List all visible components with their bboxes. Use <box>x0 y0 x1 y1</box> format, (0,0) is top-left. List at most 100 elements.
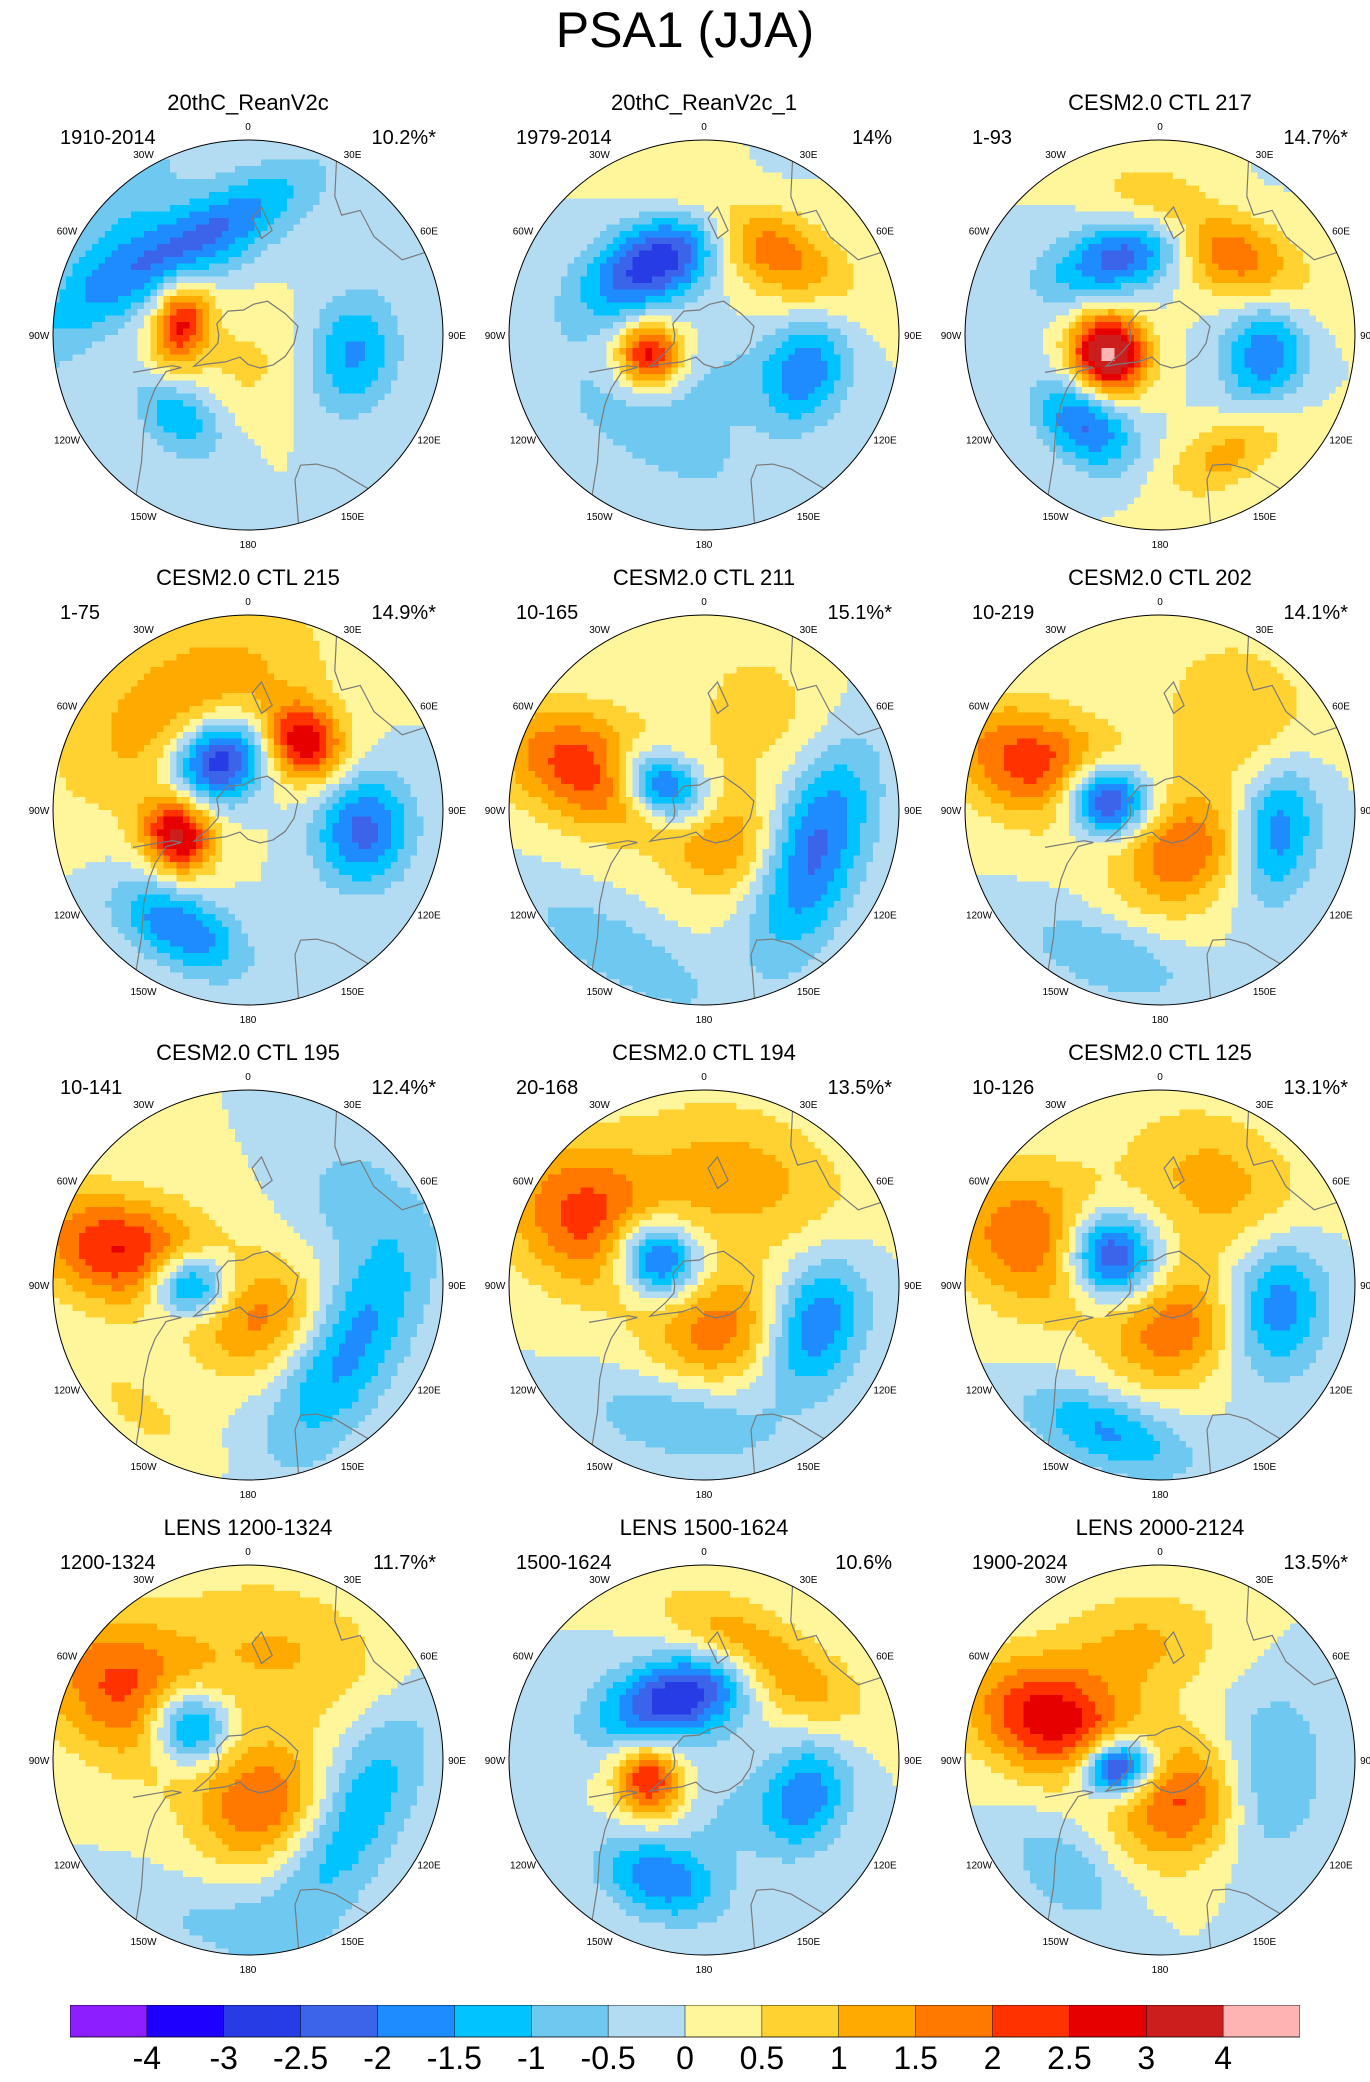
contour-cell <box>267 458 275 466</box>
contour-cell <box>189 452 197 460</box>
contour-cell <box>541 413 549 421</box>
contour-cell <box>248 198 256 206</box>
contour-cell <box>613 471 621 479</box>
contour-cell <box>554 361 562 369</box>
contour-cell <box>397 270 405 278</box>
contour-cell <box>717 192 725 200</box>
contour-cell <box>339 426 347 434</box>
contour-cell <box>410 263 418 271</box>
contour-cell <box>326 380 334 388</box>
contour-cell <box>619 374 627 382</box>
contour-cell <box>105 393 113 401</box>
contour-cell <box>365 198 373 206</box>
contour-cell <box>176 244 184 252</box>
contour-cell <box>548 387 556 395</box>
contour-cell <box>235 465 243 473</box>
contour-cell <box>215 341 223 349</box>
contour-cell <box>600 211 608 219</box>
contour-cell <box>189 432 197 440</box>
contour-cell <box>665 419 673 427</box>
contour-cell <box>280 484 288 492</box>
contour-cell <box>567 393 575 401</box>
contour-cell <box>137 413 145 421</box>
contour-cell <box>124 211 132 219</box>
contour-cell <box>241 374 249 382</box>
contour-cell <box>196 510 204 518</box>
contour-cell <box>717 484 725 492</box>
contour-cell <box>567 406 575 414</box>
contour-cell <box>319 400 327 408</box>
contour-cell <box>593 354 601 362</box>
contour-cell <box>189 354 197 362</box>
contour-cell <box>658 328 666 336</box>
contour-cell <box>202 510 210 518</box>
contour-cell <box>736 478 744 486</box>
contour-cell <box>626 452 634 460</box>
contour-cell <box>678 458 686 466</box>
contour-cell <box>736 328 744 336</box>
contour-cell <box>66 361 74 369</box>
contour-cell <box>235 205 243 213</box>
contour-cell <box>137 335 145 343</box>
contour-cell <box>157 263 165 271</box>
contour-cell <box>652 250 660 258</box>
contour-cell <box>436 341 443 349</box>
contour-cell <box>684 296 692 304</box>
contour-cell <box>150 452 158 460</box>
contour-cell <box>606 341 614 349</box>
contour-cell <box>378 439 386 447</box>
contour-cell <box>730 478 738 486</box>
contour-cell <box>678 302 686 310</box>
contour-cell <box>280 400 288 408</box>
contour-cell <box>684 413 692 421</box>
contour-cell <box>144 367 152 375</box>
contour-cell <box>749 406 757 414</box>
contour-cell <box>704 140 712 148</box>
contour-cell <box>404 413 412 421</box>
contour-cell <box>548 315 556 323</box>
contour-cell <box>189 289 197 297</box>
contour-cell <box>730 484 738 492</box>
contour-cell <box>515 302 523 310</box>
contour-cell <box>723 491 731 499</box>
contour-cell <box>118 192 126 200</box>
contour-cell <box>332 478 340 486</box>
contour-cell <box>561 250 569 258</box>
contour-cell <box>131 211 139 219</box>
contour-cell <box>717 445 725 453</box>
contour-cell <box>358 185 366 193</box>
contour-cell <box>391 244 399 252</box>
contour-cell <box>717 393 725 401</box>
contour-cell <box>228 413 236 421</box>
contour-cell <box>391 348 399 356</box>
contour-cell <box>587 471 595 479</box>
contour-cell <box>293 218 301 226</box>
contour-cell <box>378 335 386 343</box>
contour-cell <box>124 484 132 492</box>
contour-cell <box>691 465 699 473</box>
contour-cell <box>241 159 249 167</box>
contour-cell <box>619 159 627 167</box>
contour-cell <box>202 413 210 421</box>
contour-cell <box>397 250 405 258</box>
contour-cell <box>697 231 705 239</box>
contour-cell <box>684 309 692 317</box>
contour-cell <box>371 309 379 317</box>
contour-cell <box>391 211 399 219</box>
contour-cell <box>626 153 634 161</box>
contour-cell <box>261 302 269 310</box>
contour-cell <box>313 341 321 349</box>
contour-cell <box>345 328 353 336</box>
contour-cell <box>697 341 705 349</box>
contour-cell <box>574 452 582 460</box>
contour-cell <box>567 283 575 291</box>
contour-cell <box>144 244 152 252</box>
contour-cell <box>639 250 647 258</box>
contour-cell <box>652 205 660 213</box>
contour-cell <box>665 374 673 382</box>
contour-cell <box>92 328 100 336</box>
contour-cell <box>580 484 588 492</box>
contour-cell <box>613 185 621 193</box>
contour-cell <box>176 361 184 369</box>
